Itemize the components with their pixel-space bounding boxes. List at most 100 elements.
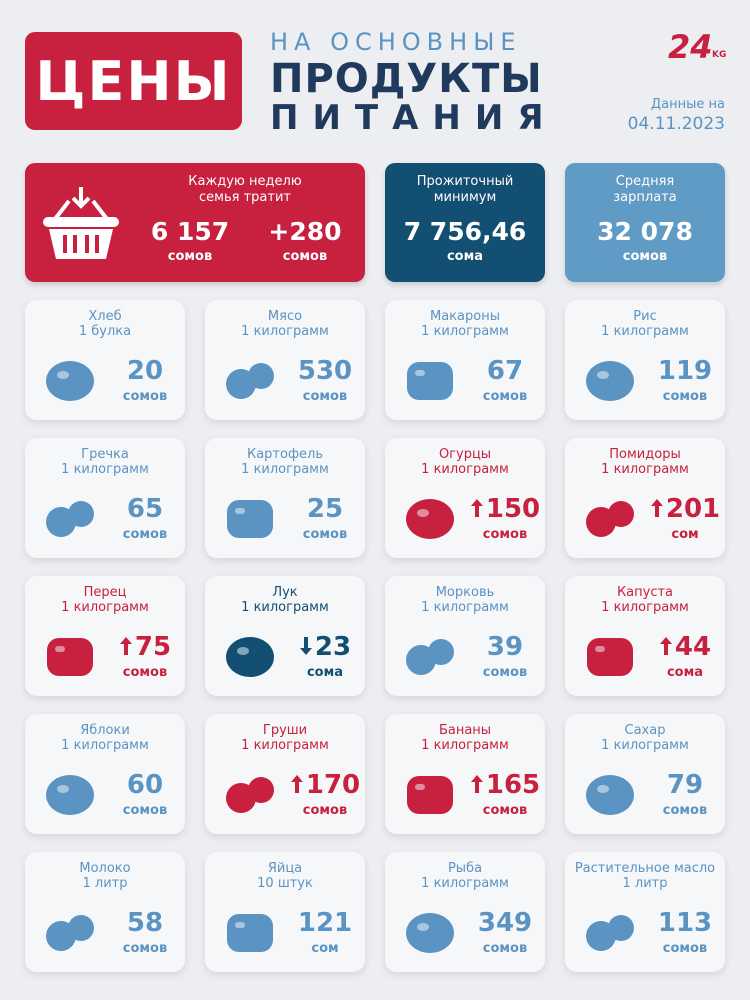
subtitle: НА ОСНОВНЫЕ xyxy=(270,28,522,56)
item-price: 349 xyxy=(455,908,555,938)
item-card: Картофель 1 килограмм 25 сомов xyxy=(205,438,365,558)
item-card: Растительное масло 1 литр 113 сомов xyxy=(565,852,725,972)
item-icon xyxy=(407,362,453,400)
item-price: 79 xyxy=(635,770,735,800)
price-value: 39 xyxy=(486,632,524,662)
item-unit: сомов xyxy=(122,941,168,956)
icon-shape xyxy=(428,639,454,665)
title: ЦЕНЫ xyxy=(25,32,242,130)
item-name: Рис xyxy=(633,309,657,324)
icon-shape xyxy=(587,638,633,676)
arrow-shape xyxy=(290,775,303,793)
price-value: 201 xyxy=(665,494,721,524)
icon-shape xyxy=(68,501,94,527)
item-price: 60 xyxy=(95,770,195,800)
summary-card: Каждую неделю семья тратит 6 157 сомов +2… xyxy=(25,163,365,282)
item-name: Картофель xyxy=(246,447,324,462)
item-icon xyxy=(226,637,274,677)
item-price: 113 xyxy=(635,908,735,938)
item-quantity: 1 килограмм xyxy=(421,738,509,753)
trend-arrow xyxy=(470,499,483,517)
item-card: Помидоры 1 килограмм 201 сом xyxy=(565,438,725,558)
item-card: Рис 1 килограмм 119 сомов xyxy=(565,300,725,420)
item-unit: сомов xyxy=(122,527,168,542)
item-card: Морковь 1 килограмм 39 сомов xyxy=(385,576,545,696)
item-unit: сом xyxy=(671,527,699,542)
price-value: 23 xyxy=(314,632,352,662)
summary-amount: 6 157 xyxy=(150,217,230,246)
item-quantity: 1 килограмм xyxy=(61,600,149,615)
price-value: 530 xyxy=(297,356,353,386)
item-name: Бананы xyxy=(438,723,492,738)
item-price: 75 xyxy=(95,632,195,662)
item-price: 170 xyxy=(275,770,375,800)
item-quantity: 1 килограмм xyxy=(601,738,689,753)
item-price: 44 xyxy=(635,632,735,662)
icon-shape xyxy=(235,508,245,514)
price-value: 79 xyxy=(666,770,704,800)
item-unit: сомов xyxy=(662,941,708,956)
item-unit: сомов xyxy=(302,527,348,542)
summary-label: Каждую неделю семья тратит xyxy=(145,174,345,206)
item-quantity: 1 килограмм xyxy=(241,324,329,339)
item-icon xyxy=(46,775,94,815)
item-unit: сомов xyxy=(662,803,708,818)
arrow-shape xyxy=(659,637,672,655)
item-icon xyxy=(586,501,634,537)
arrow-shape xyxy=(119,637,132,655)
summary-card: Прожиточный минимум 7 756,46 сома xyxy=(385,163,545,282)
item-icon xyxy=(407,776,453,814)
item-icon xyxy=(46,361,94,401)
icon-shape xyxy=(417,923,429,931)
item-name: Мясо xyxy=(267,309,303,324)
item-card: Бананы 1 килограмм 165 сомов xyxy=(385,714,545,834)
item-card: Молоко 1 литр 58 сомов xyxy=(25,852,185,972)
item-quantity: 1 килограмм xyxy=(601,462,689,477)
price-value: 113 xyxy=(657,908,713,938)
item-quantity: 1 килограмм xyxy=(61,462,149,477)
item-price: 119 xyxy=(635,356,735,386)
summary-label: Прожиточный минимум xyxy=(385,174,545,206)
summary-unit: сомов xyxy=(282,249,328,264)
icon-shape xyxy=(586,775,634,815)
trend-arrow xyxy=(119,637,132,655)
icon-shape xyxy=(407,776,453,814)
item-card: Сахар 1 килограмм 79 сомов xyxy=(565,714,725,834)
item-name: Огурцы xyxy=(438,447,492,462)
item-unit: сомов xyxy=(122,665,168,680)
item-price: 23 xyxy=(275,632,375,662)
item-icon xyxy=(226,777,274,813)
item-card: Груши 1 килограмм 170 сомов xyxy=(205,714,365,834)
summary-label: Средняя зарплата xyxy=(565,174,725,206)
price-value: 150 xyxy=(485,494,541,524)
item-price: 121 xyxy=(275,908,375,938)
item-card: Яйца 10 штук 121 сом xyxy=(205,852,365,972)
price-value: 65 xyxy=(126,494,164,524)
item-name: Морковь xyxy=(435,585,495,600)
icon-shape xyxy=(46,775,94,815)
item-card: Капуста 1 килограмм 44 сома xyxy=(565,576,725,696)
item-unit: сомов xyxy=(122,803,168,818)
price-value: 75 xyxy=(134,632,172,662)
item-unit: сомов xyxy=(482,803,528,818)
item-icon xyxy=(46,501,94,537)
item-quantity: 1 килограмм xyxy=(601,324,689,339)
trend-arrow xyxy=(299,637,312,655)
item-name: Лук xyxy=(272,585,298,600)
icon-shape xyxy=(248,777,274,803)
item-unit: сомов xyxy=(122,389,168,404)
label-line: Прожиточный xyxy=(416,174,514,189)
icon-shape xyxy=(417,509,429,517)
item-name: Груши xyxy=(262,723,308,738)
price-value: 25 xyxy=(306,494,344,524)
item-name: Яблоки xyxy=(80,723,130,738)
item-price: 165 xyxy=(455,770,555,800)
item-icon xyxy=(46,915,94,951)
arrow-shape xyxy=(470,775,483,793)
basket-icon xyxy=(43,187,119,259)
subtitle: ПИТАНИЯ xyxy=(270,98,558,138)
icon-shape xyxy=(407,362,453,400)
icon-shape xyxy=(597,371,609,379)
item-unit: сомов xyxy=(302,803,348,818)
